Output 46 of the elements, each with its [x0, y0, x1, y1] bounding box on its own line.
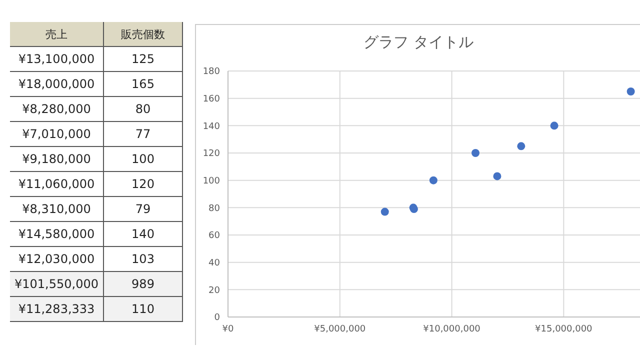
text: 110 [104, 297, 183, 322]
text: ¥18,000,000 [10, 72, 104, 97]
y-tick-label: 160 [202, 94, 220, 105]
x-tick-label: ¥15,000,000 [535, 324, 593, 334]
x-tick-label: ¥10,000,000 [423, 324, 481, 334]
y-tick-label: 60 [208, 231, 220, 242]
text: 79 [104, 197, 183, 222]
text: 100 [104, 147, 183, 172]
text: ¥11,060,000 [10, 172, 104, 197]
point [517, 142, 526, 150]
y-tick-label: 0 [214, 313, 220, 324]
y-tick-label: 20 [208, 286, 220, 296]
y-tick-label: 120 [202, 149, 220, 160]
x-tick-label: ¥5,000,000 [314, 324, 366, 334]
text: 103 [104, 247, 183, 272]
point [429, 176, 438, 184]
text: 165 [104, 72, 183, 97]
text: ¥11,283,333 [10, 297, 104, 322]
text: 120 [104, 172, 183, 197]
text: ¥14,580,000 [10, 222, 104, 247]
text: ¥7,010,000 [10, 122, 104, 147]
y-tick-label: 100 [202, 176, 220, 187]
point [626, 88, 635, 96]
text: ¥13,100,000 [10, 47, 104, 72]
text: 販売個数 [104, 22, 183, 47]
y-tick-label: 180 [202, 67, 220, 78]
text: 989 [104, 272, 183, 297]
text: 77 [104, 122, 183, 147]
text: 125 [104, 47, 183, 72]
text: ¥8,310,000 [10, 197, 104, 222]
text: 売上 [10, 22, 104, 47]
chart-title: グラフ タイトル [362, 33, 474, 52]
text: 140 [104, 222, 183, 247]
text: ¥9,180,000 [10, 147, 104, 172]
text: ¥8,280,000 [10, 97, 104, 122]
point [380, 208, 389, 216]
text: ¥101,550,000 [10, 272, 104, 297]
point [472, 149, 480, 157]
y-tick-label: 80 [208, 204, 220, 214]
point [550, 122, 558, 130]
text: 80 [104, 97, 183, 122]
x-tick-label: ¥0 [222, 324, 234, 334]
y-tick-label: 40 [208, 258, 220, 269]
point [493, 172, 502, 180]
y-tick-label: 140 [202, 122, 220, 132]
text: ¥12,030,000 [10, 247, 104, 272]
